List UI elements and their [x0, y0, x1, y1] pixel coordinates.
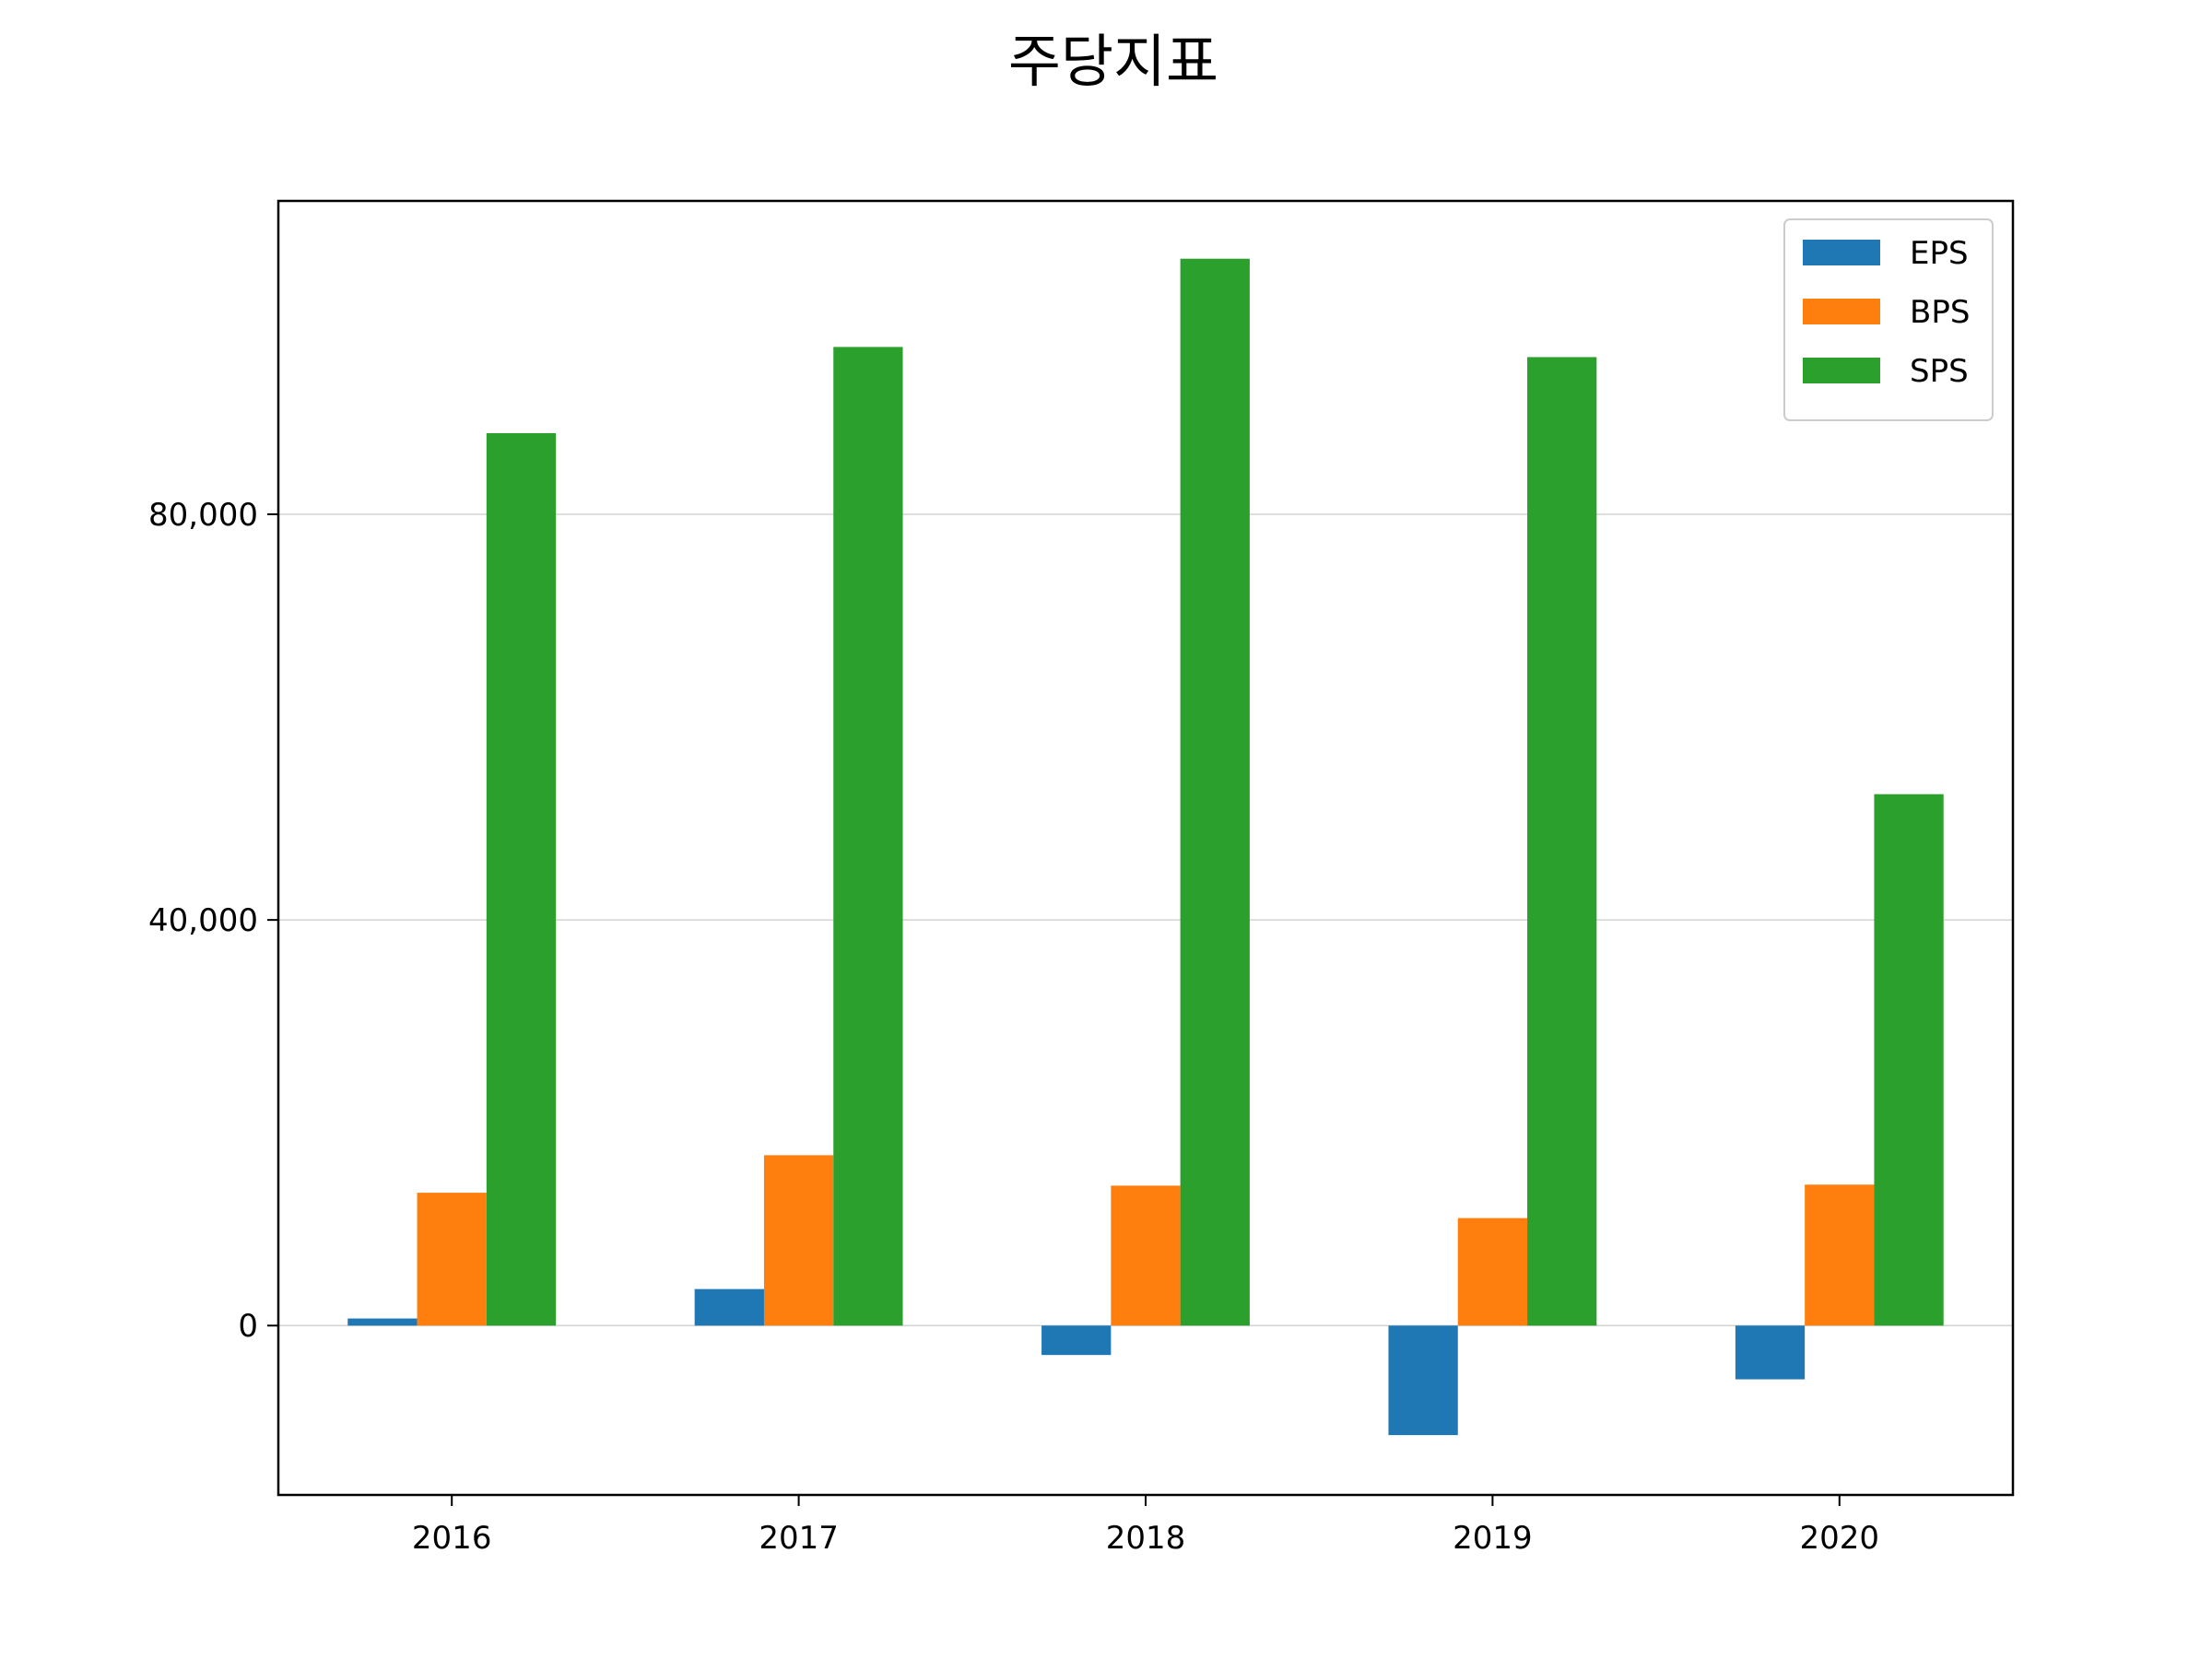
legend: EPS BPS SPS [1783, 218, 1994, 421]
y-tick-label: 0 [238, 1308, 258, 1345]
legend-label-bps: BPS [1910, 294, 1970, 331]
x-tick-label: 2017 [759, 1520, 839, 1557]
x-tick-label: 2019 [1453, 1520, 1533, 1557]
bar-sps-2019 [1527, 357, 1597, 1326]
legend-label-sps: SPS [1910, 353, 1969, 390]
legend-swatch-bps [1803, 299, 1880, 324]
chart-title: 주당지표 [1008, 28, 1218, 95]
y-axis: 0 40,000 80,000 [148, 497, 278, 1345]
x-tick-label: 2016 [412, 1520, 492, 1557]
bar-sps-2016 [486, 432, 557, 1326]
bar-bps-2018 [1111, 1185, 1181, 1326]
bar-eps-2019 [1388, 1325, 1458, 1436]
bar-sps-2018 [1180, 258, 1250, 1326]
legend-swatch-sps [1803, 358, 1880, 383]
x-tick-label: 2020 [1800, 1520, 1880, 1557]
legend-label-eps: EPS [1910, 235, 1969, 272]
bar-eps-2016 [347, 1318, 418, 1326]
legend-swatch-eps [1803, 240, 1880, 265]
bar-sps-2020 [1874, 794, 1944, 1326]
x-axis: 2016 2017 2018 2019 2020 [412, 1495, 1879, 1557]
bar-sps-2017 [833, 347, 903, 1326]
bar-eps-2020 [1735, 1325, 1806, 1380]
y-tick-label: 40,000 [148, 902, 258, 939]
bar-bps-2020 [1805, 1184, 1875, 1326]
bars [347, 258, 1944, 1436]
bar-bps-2016 [417, 1193, 487, 1326]
bar-eps-2017 [694, 1288, 764, 1326]
bar-bps-2017 [763, 1155, 834, 1326]
bar-eps-2018 [1041, 1325, 1112, 1356]
y-tick-label: 80,000 [148, 497, 258, 534]
bar-bps-2019 [1457, 1218, 1528, 1326]
x-tick-label: 2018 [1106, 1520, 1186, 1557]
